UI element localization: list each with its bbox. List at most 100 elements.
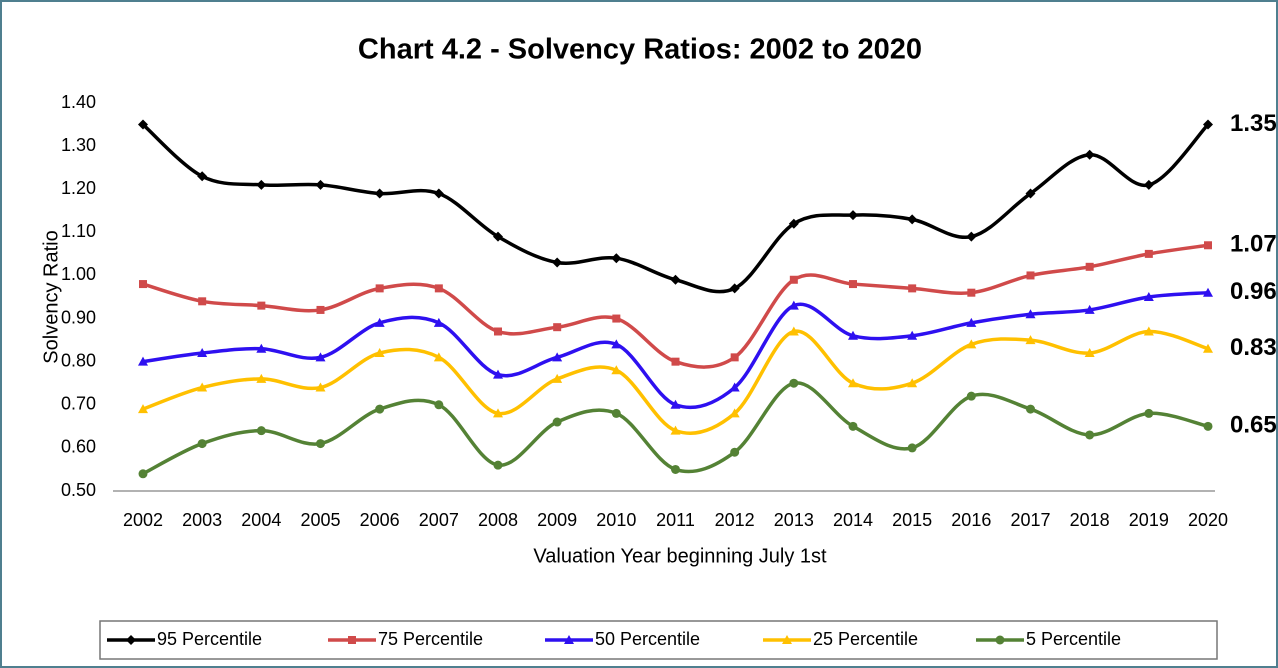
- data-point: [848, 210, 858, 221]
- x-tick-label: 2018: [1070, 510, 1110, 530]
- data-point: [433, 317, 444, 327]
- data-point: [552, 373, 563, 383]
- data-point: [433, 352, 444, 362]
- data-point: [730, 353, 739, 362]
- x-tick-label: 2006: [360, 510, 400, 530]
- data-point: [907, 330, 918, 340]
- y-tick-label: 0.60: [61, 437, 96, 457]
- legend-marker: [348, 636, 356, 644]
- data-point: [1203, 421, 1213, 431]
- x-tick-label: 2012: [715, 510, 755, 530]
- data-point: [138, 404, 148, 414]
- data-point: [256, 343, 267, 353]
- data-point: [1144, 408, 1154, 418]
- data-point: [1025, 309, 1036, 319]
- data-point: [907, 443, 917, 453]
- data-label: 1.07: [1230, 231, 1277, 258]
- data-point: [788, 300, 799, 310]
- data-point: [966, 391, 976, 401]
- data-point: [198, 297, 207, 306]
- data-point: [611, 253, 622, 264]
- data-point: [611, 339, 622, 349]
- data-point: [848, 330, 858, 340]
- data-point: [729, 382, 740, 392]
- y-tick-label: 1.40: [61, 92, 96, 112]
- data-point: [256, 373, 267, 383]
- data-point: [848, 421, 858, 431]
- data-point: [315, 179, 326, 190]
- data-point: [671, 464, 680, 474]
- x-tick-label: 2009: [537, 510, 577, 530]
- legend-marker: [995, 635, 1005, 645]
- data-point: [788, 218, 799, 229]
- data-point: [375, 404, 385, 414]
- legend-label: 5 Percentile: [1026, 629, 1121, 649]
- y-tick-label: 0.80: [61, 350, 96, 370]
- x-tick-label: 2005: [300, 510, 340, 530]
- data-point: [493, 369, 503, 379]
- data-label: 0.65: [1230, 412, 1277, 439]
- data-point: [1144, 249, 1153, 258]
- y-tick-label: 1.30: [61, 135, 96, 155]
- x-tick-label: 2016: [951, 510, 991, 530]
- x-tick-label: 2020: [1188, 510, 1228, 530]
- legend-marker: [564, 635, 574, 644]
- chart-title: Chart 4.2 - Solvency Ratios: 2002 to 202…: [358, 34, 922, 66]
- data-point: [729, 283, 740, 294]
- data-point: [1143, 326, 1154, 336]
- data-point: [789, 275, 798, 284]
- data-point: [1143, 179, 1154, 190]
- data-point: [1084, 149, 1095, 160]
- data-point: [493, 231, 503, 242]
- x-tick-label: 2014: [833, 510, 873, 530]
- data-point: [552, 417, 562, 427]
- data-point: [434, 284, 443, 293]
- x-tick-label: 2011: [656, 510, 695, 530]
- data-point: [729, 408, 740, 418]
- data-label: 0.83: [1230, 334, 1277, 361]
- data-point: [1143, 292, 1154, 301]
- data-point: [670, 399, 681, 409]
- data-point: [197, 382, 208, 392]
- data-point: [670, 425, 681, 435]
- x-tick-label: 2003: [182, 510, 222, 530]
- data-point: [670, 274, 681, 285]
- data-point: [197, 439, 207, 449]
- data-point: [907, 214, 918, 225]
- data-point: [197, 348, 208, 358]
- legend-label: 75 Percentile: [378, 629, 483, 649]
- legend-label: 50 Percentile: [595, 629, 700, 649]
- data-point: [1203, 343, 1213, 353]
- x-tick-label: 2002: [123, 510, 163, 530]
- data-point: [139, 280, 147, 289]
- data-point: [375, 284, 384, 293]
- data-label: 1.35: [1230, 110, 1277, 137]
- x-tick-label: 2004: [241, 510, 281, 530]
- data-point: [730, 447, 740, 457]
- data-point: [966, 339, 977, 349]
- data-point: [907, 378, 918, 388]
- data-point: [493, 408, 503, 418]
- data-point: [197, 171, 208, 182]
- data-point: [1026, 404, 1035, 414]
- x-tick-label: 2015: [892, 510, 932, 530]
- data-point: [612, 314, 621, 323]
- y-tick-label: 1.10: [61, 221, 96, 241]
- data-point: [1026, 271, 1035, 280]
- data-point: [374, 348, 385, 358]
- data-point: [316, 439, 325, 449]
- legend-marker: [782, 635, 792, 644]
- x-tick-label: 2008: [478, 510, 518, 530]
- data-point: [849, 280, 857, 289]
- data-point: [1085, 262, 1094, 271]
- data-point: [315, 382, 326, 392]
- x-tick-label: 2007: [419, 510, 459, 530]
- x-tick-label: 2010: [596, 510, 636, 530]
- data-point: [848, 378, 858, 388]
- data-point: [553, 323, 562, 332]
- y-tick-label: 0.90: [61, 307, 96, 327]
- x-tick-label: 2019: [1129, 510, 1169, 530]
- data-point: [788, 326, 799, 336]
- y-tick-label: 0.50: [61, 480, 96, 500]
